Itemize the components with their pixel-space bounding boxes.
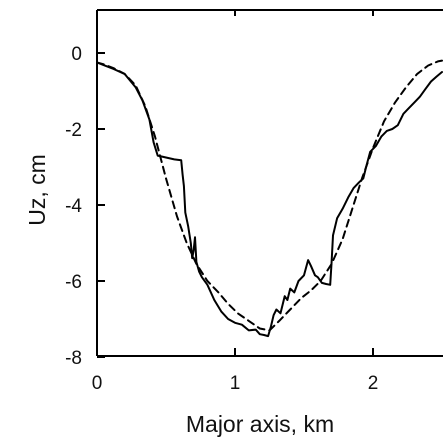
x-axis-ticks: 0 1 2 <box>92 10 379 394</box>
y-tick-label: 0 <box>71 44 82 65</box>
y-tick-label: -8 <box>65 348 82 369</box>
x-tick-label: 2 <box>368 373 379 394</box>
series-line-solid <box>96 61 443 338</box>
y-axis-ticks: 0 -2 -4 -6 -8 <box>65 44 105 369</box>
series-layer <box>96 59 443 338</box>
y-axis-title: Uz, cm <box>24 154 50 226</box>
series-line-dashed <box>96 59 443 332</box>
y-tick-label: -4 <box>65 196 82 217</box>
x-axis-title: Major axis, km <box>186 411 334 437</box>
x-tick-label: 0 <box>92 373 103 394</box>
chart-frame <box>96 9 443 357</box>
y-tick-label: -2 <box>65 120 82 141</box>
y-tick-label: -6 <box>65 272 82 293</box>
x-tick-label: 1 <box>230 373 241 394</box>
